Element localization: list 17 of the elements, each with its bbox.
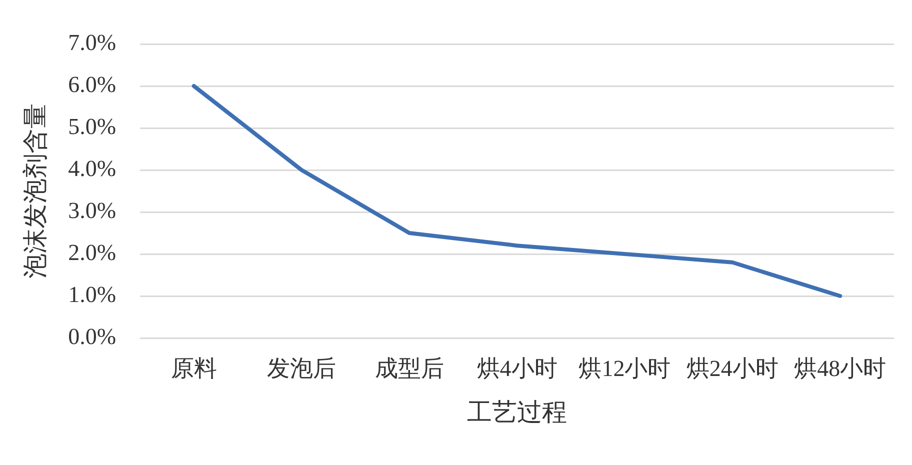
y-tick-label: 4.0% bbox=[68, 156, 116, 182]
x-axis-title: 工艺过程 bbox=[467, 400, 567, 427]
y-tick-label: 5.0% bbox=[68, 114, 116, 140]
y-tick-label: 7.0% bbox=[68, 30, 116, 56]
y-tick-label: 3.0% bbox=[68, 198, 116, 224]
x-tick-label: 烘12小时 bbox=[578, 356, 671, 381]
y-axis-title: 泡沫发泡剂含量 bbox=[22, 104, 50, 278]
y-tick-label: 2.0% bbox=[68, 240, 116, 266]
x-tick-label: 烘24小时 bbox=[686, 356, 778, 381]
x-tick-label: 发泡后 bbox=[267, 356, 336, 381]
x-tick-label: 原料 bbox=[170, 356, 217, 381]
y-tick-label: 1.0% bbox=[68, 282, 116, 308]
y-tick-label: 0.0% bbox=[68, 324, 116, 350]
x-tick-label: 烘4小时 bbox=[476, 356, 558, 381]
y-tick-label: 6.0% bbox=[68, 72, 116, 98]
x-tick-label: 成型后 bbox=[374, 356, 444, 381]
x-tick-label: 烘48小时 bbox=[794, 356, 886, 381]
